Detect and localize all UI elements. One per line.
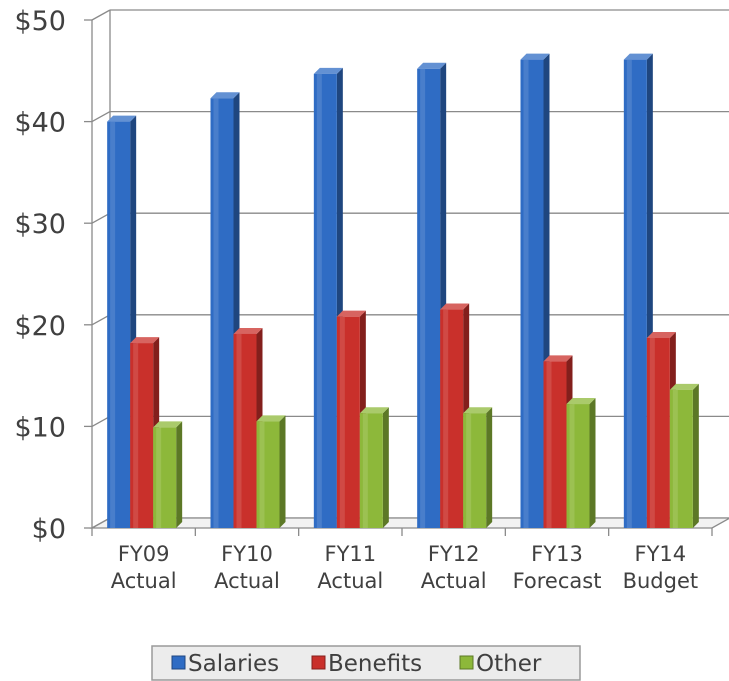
- bar-highlight: [110, 121, 116, 528]
- bar-side: [176, 421, 183, 528]
- legend-swatch: [459, 655, 474, 670]
- gridline-depth: [91, 314, 111, 326]
- bar-top: [669, 383, 699, 390]
- legend-label: Other: [476, 651, 542, 677]
- bar-highlight: [339, 316, 345, 528]
- bar-top: [210, 92, 240, 99]
- x-tick-label: Actual: [317, 569, 383, 593]
- bar-top: [153, 421, 183, 428]
- bar-highlight: [420, 68, 426, 528]
- bar-top: [623, 53, 653, 60]
- bar-highlight: [133, 343, 139, 528]
- bar-highlight: [626, 59, 632, 529]
- legend-label: Benefits: [328, 651, 422, 677]
- gridline-depth: [91, 212, 111, 224]
- bar-top: [520, 53, 550, 60]
- y-tick-label: $10: [14, 412, 66, 443]
- y-tick-label: $0: [32, 514, 66, 545]
- bar-side: [279, 415, 286, 528]
- bar-side: [589, 398, 596, 528]
- bar-top: [256, 415, 286, 422]
- bar-highlight: [523, 59, 529, 529]
- y-tick-label: $50: [14, 6, 66, 37]
- bar-top: [440, 303, 470, 310]
- bar-top: [130, 337, 160, 344]
- bar-highlight: [156, 427, 162, 528]
- x-tick-label: Actual: [421, 569, 487, 593]
- x-tick-label: Budget: [623, 569, 699, 593]
- x-tick-label: Actual: [214, 569, 280, 593]
- x-tick-label: FY09: [118, 542, 170, 566]
- bar-top: [566, 398, 596, 405]
- bar-highlight: [649, 338, 655, 528]
- bars: [107, 53, 699, 529]
- bar-other: [669, 383, 699, 528]
- bar-top: [313, 67, 343, 74]
- gridline-depth: [91, 415, 111, 427]
- legend: Salaries Benefits Other: [151, 645, 581, 681]
- bar-highlight: [362, 413, 368, 528]
- bar-highlight: [316, 73, 322, 529]
- bar-top: [543, 355, 573, 362]
- bar-side: [382, 407, 389, 528]
- x-tick-label: Forecast: [513, 569, 602, 593]
- bar-top: [359, 407, 389, 414]
- x-tick-label: Actual: [111, 569, 177, 593]
- bar-top: [417, 62, 447, 69]
- bar-side: [692, 383, 699, 528]
- bar-highlight: [672, 389, 678, 528]
- bar-highlight: [466, 413, 472, 528]
- gridline-depth: [91, 111, 111, 123]
- bar-other: [566, 398, 596, 528]
- bar-side: [486, 407, 493, 528]
- bar-highlight: [569, 404, 575, 528]
- x-tick-label: FY12: [428, 542, 480, 566]
- legend-swatch: [311, 655, 326, 670]
- y-tick-label: $20: [14, 311, 66, 342]
- bar-top: [233, 327, 263, 334]
- bar-highlight: [546, 361, 552, 528]
- x-tick-label: FY13: [531, 542, 583, 566]
- x-axis-ticks: FY09 Actual FY10 Actual FY11 Actual FY12 Actual…: [111, 542, 698, 593]
- x-tick-label: FY10: [221, 542, 273, 566]
- bar-top: [646, 332, 676, 339]
- gridline-depth: [91, 9, 111, 21]
- bar-highlight: [213, 98, 219, 529]
- x-tick-label: FY14: [635, 542, 687, 566]
- y-tick-label: $40: [14, 108, 66, 139]
- bar-highlight: [259, 421, 265, 528]
- bar-other: [463, 407, 493, 528]
- bar-top: [336, 310, 366, 317]
- legend-swatch: [171, 655, 186, 670]
- bar-highlight: [236, 333, 242, 528]
- y-tick-label: $30: [14, 209, 66, 240]
- bar-other: [153, 421, 183, 528]
- x-tick-label: FY11: [325, 542, 377, 566]
- y-axis-ticks: $0 $10 $20 $30 $40 $50: [14, 6, 92, 545]
- bar-highlight: [443, 309, 449, 528]
- bar-top: [463, 407, 493, 414]
- bar-other: [256, 415, 286, 528]
- bar-top: [107, 115, 137, 122]
- bar-other: [359, 407, 389, 528]
- legend-box: [151, 645, 581, 681]
- legend-label: Salaries: [188, 651, 279, 677]
